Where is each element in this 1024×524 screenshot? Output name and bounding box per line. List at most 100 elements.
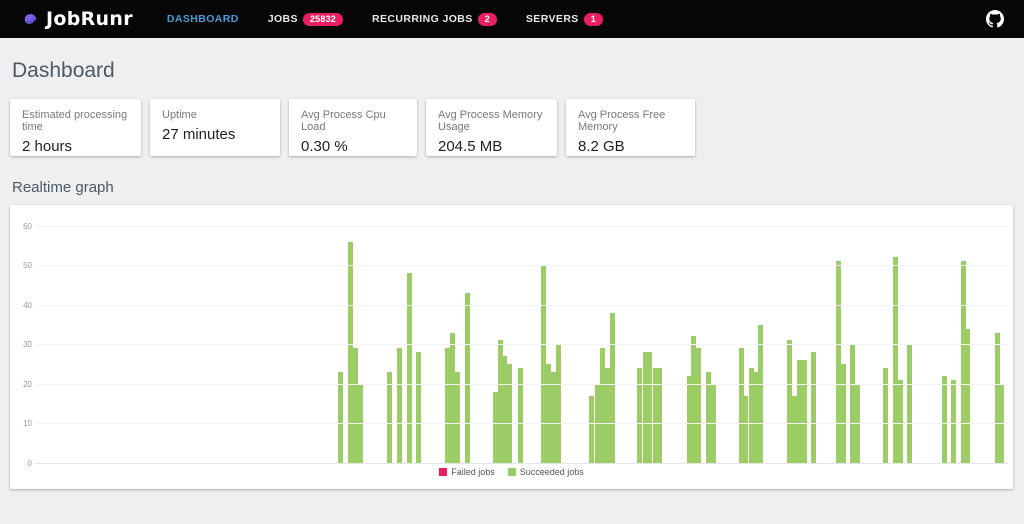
chart-bar <box>687 376 692 463</box>
chart-bar <box>811 352 816 463</box>
chart-bar <box>465 292 470 463</box>
gridline <box>35 344 1008 346</box>
stat-card-processing-time: Estimated processing time 2 hours <box>10 99 141 156</box>
chart-bar <box>455 372 460 463</box>
legend-failed-label: Failed jobs <box>451 467 495 477</box>
gridline <box>35 304 1008 306</box>
stat-value: 0.30 % <box>301 138 348 155</box>
chart-bar <box>610 312 615 463</box>
logo-text: JobRunr <box>46 8 133 30</box>
chart-bar <box>657 368 662 463</box>
nav-recurring-jobs[interactable]: RECURRING JOBS 2 <box>371 12 497 26</box>
chart-bar <box>691 336 696 463</box>
y-tick-label: 40 <box>23 300 32 310</box>
chart-bar <box>507 364 512 463</box>
stat-card-memory-usage: Avg Process Memory Usage 204.5 MB <box>426 99 557 156</box>
chart-bar <box>802 360 807 463</box>
chart-bar <box>589 395 594 463</box>
servers-count-badge: 1 <box>583 12 603 26</box>
chart-bar <box>797 360 802 463</box>
chart-bar <box>556 344 561 463</box>
chart-bar <box>450 332 455 463</box>
nav-servers-label: SERVERS <box>525 13 579 25</box>
page-title: Dashboard <box>12 59 115 82</box>
stat-card-uptime: Uptime 27 minutes <box>150 99 280 156</box>
spiral-logo-icon <box>24 13 37 24</box>
chart-bar <box>883 368 888 463</box>
nav-dashboard[interactable]: DASHBOARD <box>167 13 239 25</box>
chart-bar <box>551 372 556 463</box>
github-icon[interactable] <box>986 10 1004 28</box>
stat-value: 27 minutes <box>162 126 236 143</box>
chart-bar <box>387 372 392 463</box>
chart-bar <box>753 372 758 463</box>
chart-bar <box>792 395 797 463</box>
chart-bar <box>445 348 450 463</box>
nav-jobs-label: JOBS <box>267 13 298 25</box>
chart-plot <box>35 205 1008 463</box>
chart-bar <box>653 368 658 463</box>
stat-card-free-memory: Avg Process Free Memory 8.2 GB <box>566 99 695 156</box>
chart-bar <box>518 368 523 463</box>
gridline <box>35 225 1008 227</box>
chart-bar <box>498 340 503 463</box>
chart-bar <box>836 261 841 463</box>
chart-bar <box>338 372 343 463</box>
y-tick-label: 50 <box>23 261 32 271</box>
gridline <box>35 383 1008 385</box>
stat-label: Estimated processing time <box>22 109 128 133</box>
chart-bar <box>502 356 507 463</box>
chart-bar <box>407 273 412 463</box>
stat-value: 204.5 MB <box>438 138 503 155</box>
chart-bar <box>898 379 903 463</box>
nav-jobs[interactable]: JOBS 25832 <box>267 12 343 26</box>
gridline <box>35 423 1008 425</box>
chart-bar <box>696 348 701 463</box>
chart-bar <box>643 352 648 463</box>
y-tick-label: 30 <box>23 340 32 350</box>
chart-bar <box>942 376 947 463</box>
nav-servers[interactable]: SERVERS 1 <box>525 12 603 26</box>
chart-bar <box>416 352 421 463</box>
chart-bar <box>749 368 754 463</box>
succeeded-jobs-swatch <box>507 468 516 476</box>
chart-bar <box>353 348 358 463</box>
chart-bar <box>951 379 956 463</box>
legend-succeeded-label: Succeeded jobs <box>519 467 584 477</box>
chart-bar <box>893 257 898 463</box>
stats-row: Estimated processing time 2 hours Uptime… <box>10 99 1014 156</box>
legend-succeeded-jobs: Succeeded jobs <box>507 467 584 477</box>
jobrunr-logo: JobRunr <box>20 8 133 30</box>
gridline <box>35 265 1008 267</box>
chart-bar <box>600 348 605 463</box>
recurring-jobs-count-badge: 2 <box>477 12 497 26</box>
failed-jobs-swatch <box>439 468 448 476</box>
chart-bar <box>965 328 970 463</box>
y-tick-label: 0 <box>27 459 32 468</box>
legend-failed-jobs: Failed jobs <box>439 467 495 477</box>
chart-bar <box>787 340 792 463</box>
stat-label: Avg Process Memory Usage <box>438 109 543 133</box>
y-tick-label: 20 <box>23 379 32 389</box>
nav-recurring-jobs-label: RECURRING JOBS <box>371 13 473 25</box>
chart-bar <box>706 372 711 463</box>
chart-bar <box>743 395 748 463</box>
top-navbar: JobRunr DASHBOARD JOBS 25832 RECURRING J… <box>0 0 1024 38</box>
chart-bar <box>605 368 610 463</box>
stat-value: 8.2 GB <box>578 138 625 155</box>
realtime-graph-card: Failed jobs Succeeded jobs 0 10 20 30 40 50 60 <box>10 205 1013 489</box>
chart-bar <box>850 344 855 463</box>
y-tick-label: 60 <box>23 221 32 231</box>
chart-bar <box>546 364 551 463</box>
jobs-count-badge: 25832 <box>302 12 343 26</box>
stat-label: Avg Process Cpu Load <box>301 109 386 133</box>
chart-bar <box>758 324 763 463</box>
y-tick-label: 10 <box>23 419 32 429</box>
stat-value: 2 hours <box>22 138 73 155</box>
chart-bar <box>541 265 546 463</box>
chart-bar <box>493 391 498 463</box>
chart-bar <box>348 241 353 463</box>
chart-bar <box>961 261 966 463</box>
nav-dashboard-label: DASHBOARD <box>166 13 239 25</box>
realtime-graph-title: Realtime graph <box>12 179 114 196</box>
